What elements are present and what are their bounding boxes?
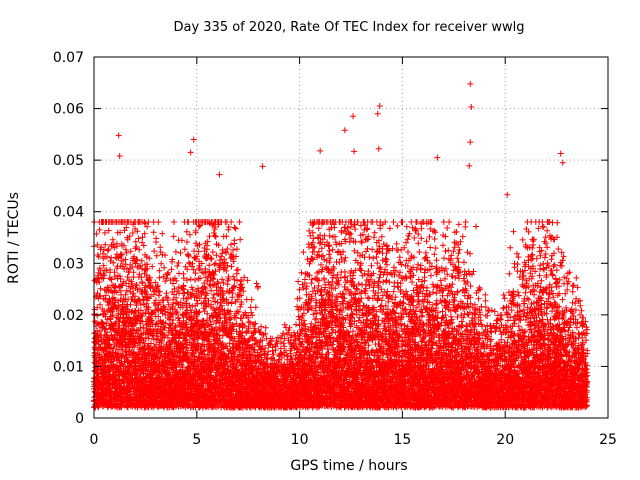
roti-point [374, 110, 381, 117]
y-tick-label: 0.03 [53, 256, 84, 272]
y-tick-label: 0.06 [53, 102, 84, 118]
x-axis-label: GPS time / hours [290, 458, 407, 474]
roti-point [259, 163, 266, 170]
x-tick-label: 15 [393, 432, 411, 448]
roti-point [375, 145, 382, 152]
roti-point [376, 102, 383, 109]
roti-point [467, 139, 474, 146]
y-axis-label: ROTI / TECUs [6, 192, 22, 284]
x-tick-label: 25 [599, 432, 617, 448]
roti-point [216, 171, 223, 178]
roti-point [557, 150, 564, 157]
y-tick-label: 0 [75, 411, 84, 427]
x-tick-label: 20 [496, 432, 514, 448]
y-tick-label: 0.04 [53, 205, 84, 221]
roti-point [467, 80, 474, 87]
roti-point [190, 136, 197, 143]
x-tick-label: 5 [192, 432, 201, 448]
x-tick-label: 0 [90, 432, 99, 448]
roti-point [317, 147, 324, 154]
y-tick-label: 0.05 [53, 153, 84, 169]
roti-point [116, 153, 123, 160]
roti-point [468, 104, 475, 111]
roti-point [350, 113, 357, 120]
roti-series [91, 80, 591, 411]
roti-point [559, 159, 566, 166]
roti-point [434, 154, 441, 161]
y-tick-label: 0.07 [53, 50, 84, 66]
x-tick-label: 10 [291, 432, 309, 448]
roti-point-cloud [91, 219, 591, 411]
roti-point [341, 127, 348, 134]
roti-point [351, 148, 358, 155]
y-tick-label: 0.02 [53, 308, 84, 324]
chart-title: Day 335 of 2020, Rate Of TEC Index for r… [173, 20, 524, 35]
axes: 0 5 10 15 20 25 0 0.01 0.02 0.03 0.04 0.05 0.06 0.07 [53, 50, 617, 448]
roti-point [187, 149, 194, 156]
roti-point [504, 191, 511, 198]
roti-point [466, 162, 473, 169]
y-tick-label: 0.01 [53, 359, 84, 375]
plot-frame [93, 56, 609, 419]
roti-point [115, 132, 122, 139]
